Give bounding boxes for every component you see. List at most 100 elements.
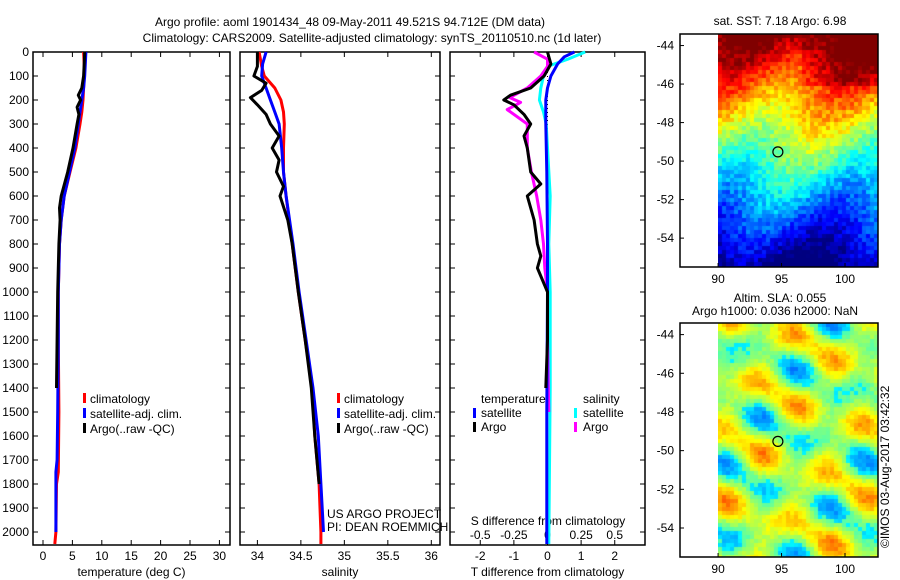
legend-label: satellite-adj. clim.	[90, 407, 182, 421]
depth-tick-label: 100	[9, 69, 29, 83]
credit-pi: PI: DEAN ROEMMICH	[327, 520, 448, 534]
s-diff-tick-label: -0.25	[500, 528, 528, 542]
lat-tick-label: -44	[657, 39, 675, 53]
x-tick-label: -2	[475, 549, 486, 563]
differences-panel: -2 -1 0 1 2 T difference from climatology -0.5…	[449, 50, 646, 579]
title-line-2: Climatology: CARS2009. Satellite-adjuste…	[143, 31, 602, 45]
depth-tick-label: 400	[9, 141, 29, 155]
sla-map-title: Altim. SLA: 0.055	[734, 291, 827, 305]
legend-salinity-title: salinity	[583, 392, 620, 406]
lat-tick-label: -48	[657, 405, 675, 419]
depth-tick-label: 800	[9, 237, 29, 251]
sst-map-title: sat. SST: 7.18 Argo: 6.98	[714, 14, 847, 28]
lat-tick-label: -52	[657, 482, 675, 496]
depth-tick-label: 0	[22, 45, 29, 59]
legend-swatch	[473, 422, 476, 432]
s-diff-tick-label: 0.25	[569, 528, 593, 542]
x-tick-label: 5	[69, 549, 76, 563]
depth-tick-label: 500	[9, 165, 29, 179]
legend-swatch	[473, 408, 476, 418]
depth-tick-label: 1100	[3, 309, 29, 323]
x-tick-label: 0	[544, 549, 551, 563]
lat-tick-label: -52	[657, 193, 675, 207]
legend-label: Argo	[583, 420, 609, 434]
x-tick-label: 36	[425, 549, 439, 563]
legend-label: satellite-adj. clim.	[344, 407, 436, 421]
legend-label: satellite	[583, 406, 624, 420]
x-tick-label: 34.5	[289, 549, 313, 563]
lat-tick-label: -54	[657, 231, 675, 245]
legend-label: satellite	[481, 406, 522, 420]
lon-tick-label: 90	[711, 562, 725, 576]
s-diff-tick-label: -0.5	[470, 528, 491, 542]
legend-swatch	[83, 393, 86, 403]
lat-tick-label: -50	[657, 154, 675, 168]
depth-tick-label: 1200	[2, 333, 29, 347]
lon-tick-label: 90	[711, 272, 725, 286]
s-diff-tick-label: 0.5	[606, 528, 623, 542]
depth-tick-label: 200	[9, 93, 29, 107]
depth-tick-label: 1600	[2, 429, 29, 443]
depth-tick-label: 1900	[2, 501, 29, 515]
argo-location-marker	[772, 435, 784, 447]
depth-tick-label: 2000	[2, 525, 29, 539]
lat-tick-label: -44	[657, 328, 675, 342]
depth-tick-label: 1000	[2, 285, 29, 299]
sst-map-axes-box	[679, 33, 879, 268]
lat-tick-label: -46	[657, 77, 675, 91]
lat-tick-label: -46	[657, 366, 675, 380]
legend-label: climatology	[90, 392, 150, 406]
series-argo-line	[248, 52, 321, 485]
depth-tick-label: 600	[9, 189, 29, 203]
legend-label: climatology	[344, 392, 404, 406]
lon-tick-label: 95	[775, 562, 789, 576]
x-tick-label: 1	[578, 549, 585, 563]
legend-swatch	[83, 423, 86, 433]
sla-map-image	[718, 323, 878, 557]
legend-swatch	[83, 408, 86, 418]
x-tick-label: 25	[183, 549, 197, 563]
lon-tick-label: 95	[775, 272, 789, 286]
lon-tick-label: 100	[835, 562, 855, 576]
depth-tick-label: 1800	[2, 477, 29, 491]
x-tick-label: 20	[154, 549, 168, 563]
x-tick-label: 30	[213, 549, 227, 563]
copyright-text: ©IMOS 03-Aug-2017 03:42:32	[878, 385, 892, 548]
credit-project: US ARGO PROJECT	[327, 507, 442, 521]
temperature-xlabel: temperature (deg C)	[77, 565, 185, 579]
x-tick-label: -1	[509, 549, 520, 563]
legend-swatch	[337, 393, 340, 403]
sla-map-subtitle: Argo h1000: 0.036 h2000: NaN	[692, 304, 858, 318]
series-temperature-argo-line	[502, 51, 553, 389]
depth-tick-label: 1500	[2, 405, 29, 419]
depth-tick-label: 900	[9, 261, 29, 275]
series-argo-line	[55, 51, 87, 389]
lat-tick-label: -48	[657, 116, 675, 130]
salinity-panel: 34 34.5 35 35.5 36 salinity climatologysatelli…	[239, 51, 441, 579]
x-tick-label: 34	[251, 549, 265, 563]
series-satellite-adj-clim--line	[54, 51, 88, 532]
differences-xlabel: T difference from climatology	[471, 565, 625, 579]
lon-tick-label: 100	[835, 272, 855, 286]
legend-label: Argo	[481, 420, 507, 434]
legend-swatch	[337, 423, 340, 433]
argo-location-marker	[772, 146, 784, 158]
depth-tick-label: 1400	[2, 381, 29, 395]
legend-swatch	[574, 408, 577, 418]
legend-label: Argo(..raw -QC)	[344, 422, 429, 436]
legend-swatch	[337, 408, 340, 418]
legend-swatch	[574, 422, 577, 432]
legend-temperature-title: temperature	[481, 392, 546, 406]
x-tick-label: 35.5	[376, 549, 400, 563]
depth-tick-label: 1300	[2, 357, 29, 371]
title-line-1: Argo profile: aoml 1901434_48 09-May-201…	[155, 15, 545, 29]
temperature-panel: 0 5 10 15 20 25 300100200300400500600700800900…	[2, 45, 231, 579]
legend-label: Argo(..raw -QC)	[90, 422, 175, 436]
series-salinity-argo-line	[505, 50, 551, 413]
x-tick-label: 15	[125, 549, 139, 563]
salinity-xlabel: salinity	[322, 565, 359, 579]
lat-tick-label: -50	[657, 444, 675, 458]
depth-tick-label: 300	[9, 117, 29, 131]
